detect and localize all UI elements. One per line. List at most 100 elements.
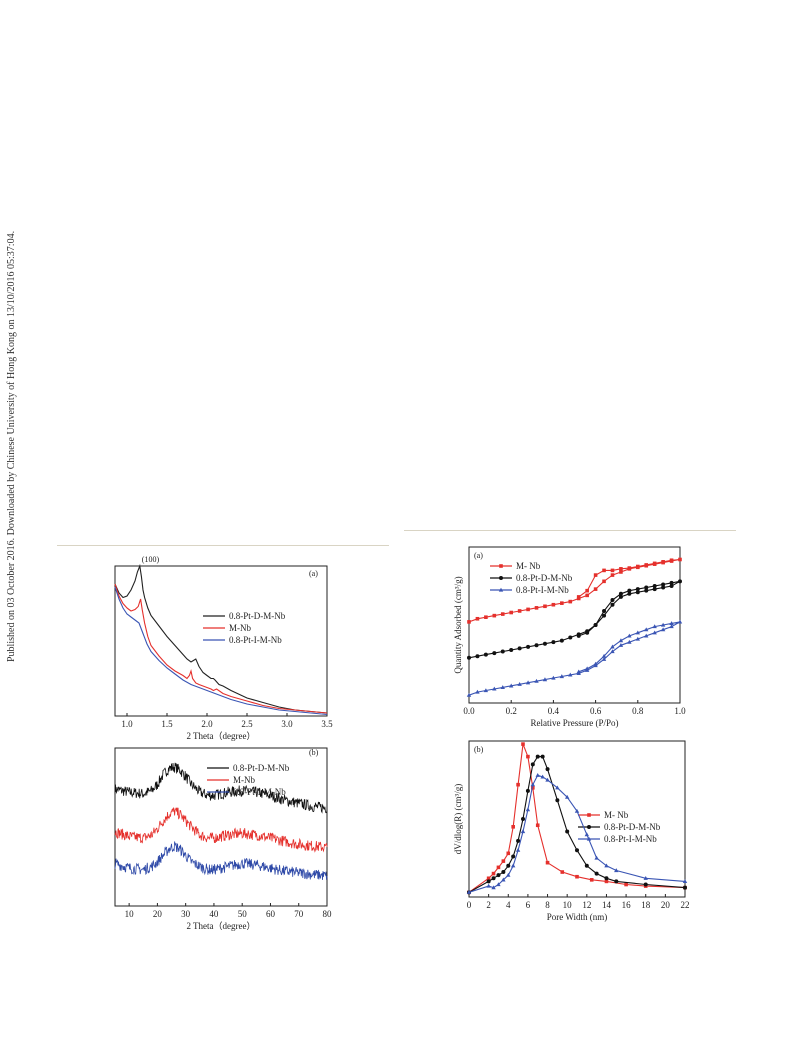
data-point-square — [511, 825, 515, 829]
legend-marker-triangle — [586, 836, 592, 841]
data-point-triangle — [610, 649, 615, 654]
x-tick-label: 22 — [681, 900, 690, 910]
data-point-circle — [669, 580, 674, 585]
data-point-square — [644, 563, 649, 567]
data-point-circle — [534, 643, 539, 648]
x-tick-label: 1.0 — [121, 719, 133, 729]
data-point-square — [516, 782, 520, 787]
legend-label-0: 0.8-Pt-D-M-Nb — [229, 611, 286, 621]
plot-frame — [114, 565, 328, 717]
data-point-square — [652, 561, 657, 566]
data-point-triangle — [576, 669, 581, 674]
data-point-circle — [486, 879, 491, 884]
data-point-square — [589, 878, 594, 882]
peak-annotation: (100) — [142, 555, 160, 564]
legend-marker-triangle — [498, 587, 504, 592]
data-point-circle — [602, 613, 607, 618]
data-point-circle — [602, 608, 607, 613]
data-point-circle — [618, 594, 623, 599]
x-tick-label: 1.5 — [161, 719, 173, 729]
data-point-circle — [540, 754, 545, 759]
data-point-square — [602, 568, 606, 573]
data-point-triangle — [510, 863, 516, 868]
data-point-triangle — [610, 644, 615, 649]
data-point-triangle — [594, 855, 599, 860]
data-point-triangle — [542, 677, 548, 682]
legend-label-0: 0.8-Pt-D-M-Nb — [233, 763, 290, 773]
data-point-square — [669, 558, 674, 563]
data-point-square — [576, 595, 581, 599]
data-point-square — [517, 609, 522, 613]
data-point-square — [491, 871, 496, 876]
data-point-triangle — [593, 661, 598, 666]
data-point-triangle — [530, 782, 536, 787]
plot-frame — [468, 740, 686, 898]
data-point-triangle — [652, 630, 657, 635]
series-line-0 — [114, 563, 328, 714]
x-tick-label: 60 — [266, 909, 276, 919]
data-point-square — [500, 612, 505, 616]
data-point-circle — [492, 651, 497, 656]
data-point-circle — [521, 817, 525, 821]
data-point-circle — [568, 635, 573, 640]
legend-label-1: 0.8-Pt-D-M-Nb — [516, 573, 573, 583]
data-point-triangle — [501, 877, 506, 882]
data-point-circle — [467, 655, 471, 660]
data-point-square — [531, 786, 535, 790]
data-point-triangle — [483, 688, 489, 693]
data-point-triangle — [520, 829, 526, 834]
legend-marker-circle — [499, 576, 503, 580]
x-tick-label: 30 — [181, 909, 191, 919]
data-point-circle — [610, 598, 615, 603]
data-point-circle — [643, 882, 648, 887]
data-point-triangle — [515, 847, 521, 852]
data-point-triangle — [491, 885, 496, 890]
legend-label-1: M-Nb — [233, 775, 255, 785]
data-point-triangle — [525, 680, 531, 685]
pore-size-distribution-chart: 0 2 4 6 8 10 12 14 16 18 20 22 Pore Width (nm) dV/dlo… — [453, 740, 690, 922]
data-point-triangle — [677, 619, 683, 624]
x-tick-label: 10 — [563, 900, 573, 910]
data-point-triangle — [635, 636, 640, 641]
data-point-circle — [542, 641, 547, 646]
data-point-circle — [516, 838, 521, 843]
right-column-rule — [404, 530, 736, 531]
xrd-wide-angle-chart: 10 20 30 40 50 60 70 80 2 Theta（degree） (b) 0.8-Pt… — [114, 747, 332, 931]
x-tick-label: 6 — [526, 900, 531, 910]
plot-frame — [114, 747, 328, 907]
data-point-square — [585, 588, 589, 593]
panel-label: (a) — [309, 569, 318, 578]
data-point-triangle — [525, 807, 531, 812]
data-point-triangle — [509, 683, 514, 688]
data-point-square — [610, 573, 615, 577]
data-point-triangle — [564, 794, 570, 799]
legend-label-1: M-Nb — [229, 623, 251, 633]
data-point-circle — [635, 587, 640, 592]
data-point-circle — [644, 585, 649, 590]
download-watermark-text: Published on 03 October 2016. Downloaded… — [6, 231, 17, 662]
x-axis-title: Pore Width (nm) — [547, 912, 607, 922]
data-point-triangle — [644, 633, 649, 638]
data-point-triangle — [584, 832, 590, 837]
data-point-circle — [604, 876, 609, 881]
data-point-circle — [545, 767, 550, 772]
data-point-circle — [555, 798, 560, 803]
data-point-triangle — [618, 638, 624, 643]
data-point-circle — [635, 590, 640, 595]
data-point-square — [624, 882, 628, 887]
panel-label: (b) — [474, 745, 484, 754]
data-point-square — [575, 874, 579, 879]
x-axis-title: Relative Pressure (P/Po) — [531, 718, 619, 728]
data-point-square — [534, 606, 539, 610]
data-point-square — [475, 616, 480, 621]
data-point-square — [593, 587, 598, 591]
x-tick-label: 10 — [125, 909, 135, 919]
y-axis-title: Quantity Adsorbed (cm³/g) — [453, 576, 463, 673]
x-tick-label: 16 — [622, 900, 632, 910]
data-point-square — [678, 557, 682, 562]
x-tick-label: 3.5 — [321, 719, 333, 729]
series-line-0 — [114, 762, 328, 814]
x-tick-label: 2.5 — [241, 719, 253, 729]
data-point-square — [484, 615, 488, 619]
x-tick-label: 20 — [661, 900, 671, 910]
